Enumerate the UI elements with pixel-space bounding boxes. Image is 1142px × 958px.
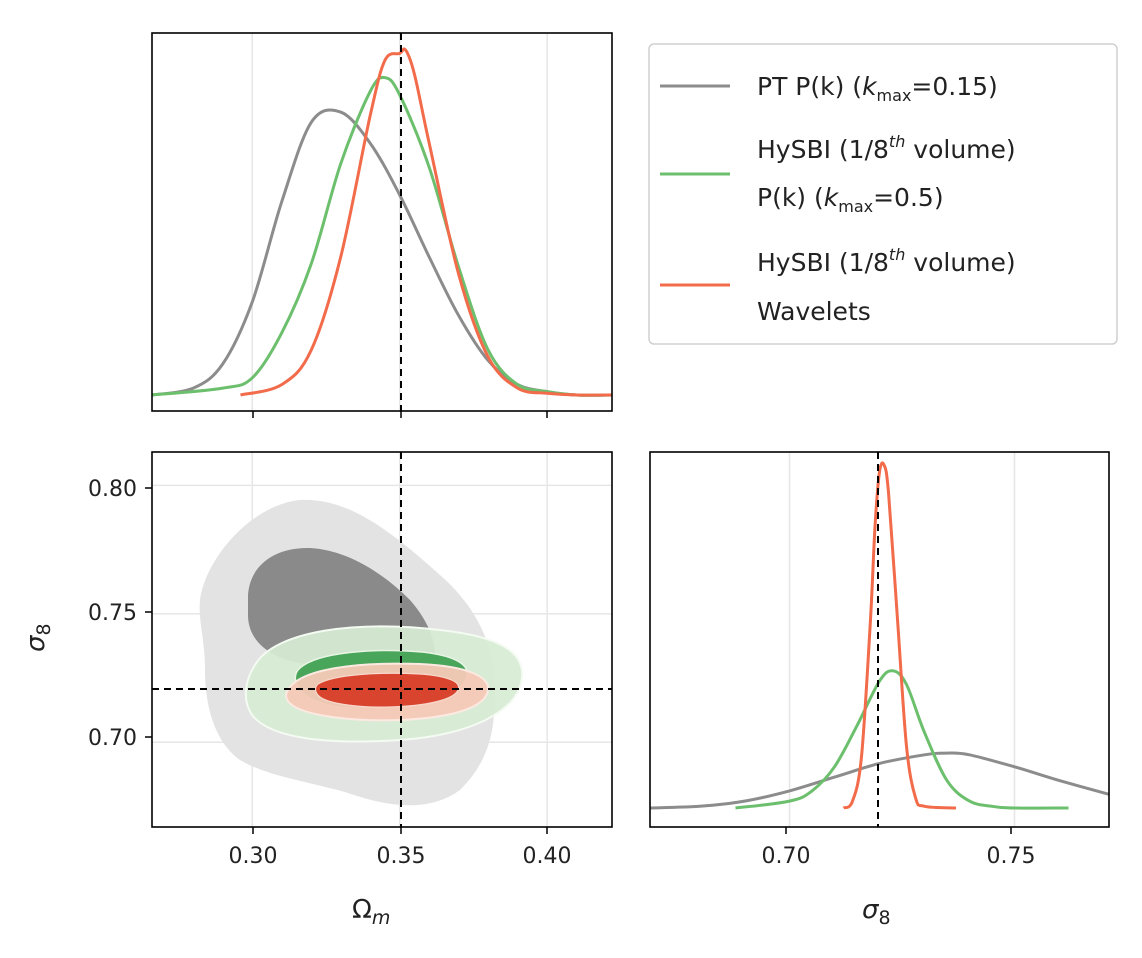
panel-bl-frame <box>151 451 613 828</box>
panel-bottom-right: 0.70 0.75 σ8 <box>649 451 1110 929</box>
bottom-right-series-0 <box>649 751 1110 810</box>
br-xtick-label-0: 0.70 <box>762 844 811 869</box>
bl-xtick-label-1: 0.35 <box>377 844 426 869</box>
panel-br-grid <box>788 452 1016 827</box>
br-xlabel-main: σ <box>862 895 880 925</box>
legend-label-hysbi-wav-line1: HySBI (1/8th volume) <box>757 245 1016 277</box>
legend-hysbi-pk-b: volume) <box>905 135 1015 164</box>
bl-xtick-label-2: 0.40 <box>523 844 572 869</box>
panel-tl-curves <box>151 47 613 397</box>
bl-xtick-label-0: 0.30 <box>229 844 278 869</box>
bottom-right-series-1 <box>735 669 1069 810</box>
legend: PT P(k) (kmax=0.15) HySBI (1/8th volume)… <box>648 43 1118 345</box>
legend-label-hysbi-pk-line1: HySBI (1/8th volume) <box>757 132 1016 164</box>
panel-bl-contours <box>199 499 524 806</box>
legend-pt-text-b: =0.15) <box>911 72 997 101</box>
legend-pt-ksub: max <box>877 86 912 105</box>
contour-hysbi-wav-68 <box>314 672 460 708</box>
top-left-series-2 <box>240 47 613 397</box>
bl-xlabel-main: Ω <box>352 895 372 925</box>
panel-br-background <box>650 452 1109 827</box>
panel-tl-frame <box>151 32 613 412</box>
panel-top-left <box>151 32 613 418</box>
bl-ytick-label-1: 0.75 <box>88 601 137 626</box>
legend-label-hysbi-pk-line2: P(k) (kmax=0.5) <box>757 183 944 216</box>
legend-hysbi-wav-b: volume) <box>905 248 1015 277</box>
panel-br-curves <box>649 461 1110 810</box>
legend-label-pt: PT P(k) (kmax=0.15) <box>757 72 998 105</box>
legend-label-hysbi-wav-line2: Wavelets <box>757 297 871 326</box>
legend-hysbi-pk-sup: th <box>889 132 905 151</box>
legend-hysbi-wav-a: HySBI (1/8 <box>757 248 889 277</box>
legend-box <box>648 43 1118 345</box>
legend-hysbi-pk-a: HySBI (1/8 <box>757 135 889 164</box>
bottom-right-series-2 <box>842 461 957 810</box>
legend-pt-k: k <box>862 72 878 101</box>
bl-ylabel-sub: 8 <box>33 623 55 635</box>
legend-hysbi-pk-k: k <box>824 183 840 212</box>
panel-br-frame <box>649 451 1110 828</box>
br-xtick-label-1: 0.75 <box>987 844 1036 869</box>
bl-xlabel: Ωm <box>352 895 390 929</box>
top-left-series-1 <box>151 75 613 397</box>
bl-ytick-label-2: 0.70 <box>88 726 137 751</box>
bl-ylabel: σ8 <box>21 623 55 652</box>
legend-pt-text-a: PT P(k) ( <box>757 72 862 101</box>
legend-hysbi-pk-d: =0.5) <box>873 183 943 212</box>
bl-xlabel-sub: m <box>372 907 391 929</box>
legend-hysbi-wav-sup: th <box>889 245 905 264</box>
bl-ytick-label-0: 0.80 <box>88 477 137 502</box>
legend-hysbi-pk-c: P(k) ( <box>757 183 824 212</box>
br-xlabel: σ8 <box>862 895 891 929</box>
panel-bottom-left: 0.80 0.75 0.70 0.30 0.35 0.40 Ωm σ8 <box>21 451 613 929</box>
bl-ylabel-main: σ <box>21 634 51 652</box>
legend-hysbi-pk-ksub: max <box>838 197 873 216</box>
panel-tl-background <box>152 33 612 411</box>
br-xlabel-sub: 8 <box>878 907 890 929</box>
